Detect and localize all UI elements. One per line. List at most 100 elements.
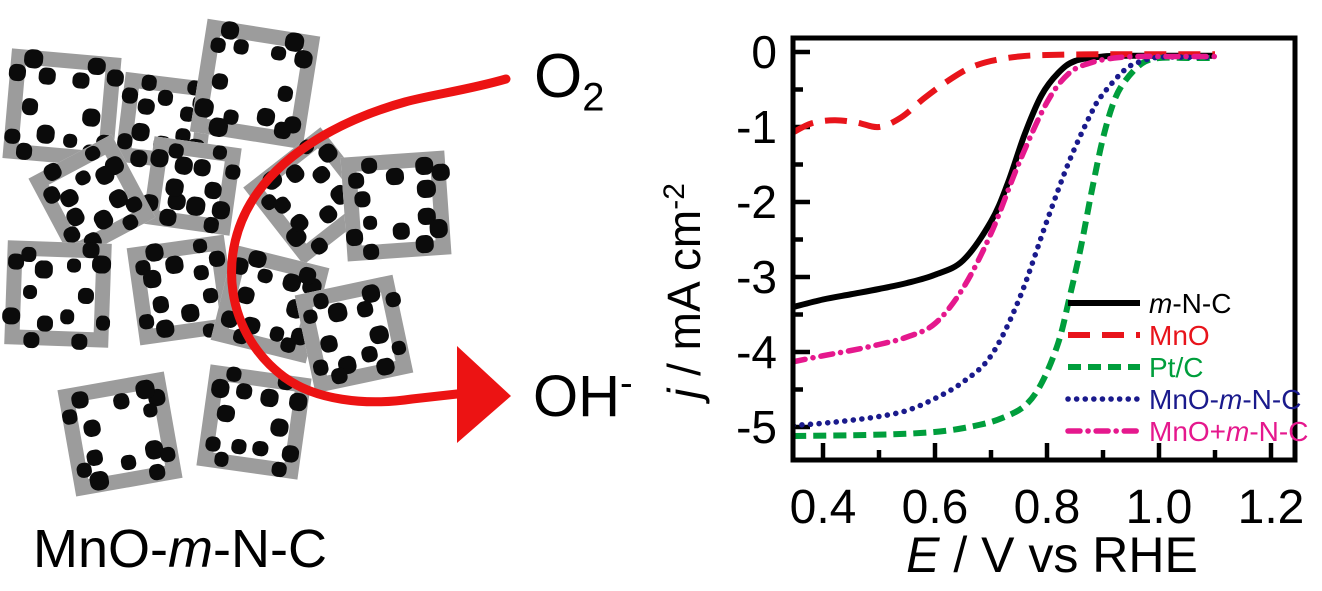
mno-particle-icon xyxy=(192,157,212,178)
mno-particle-icon xyxy=(184,195,207,218)
mno-particle-icon xyxy=(23,48,44,69)
mno-particle-icon xyxy=(207,249,226,268)
mno-particle-icon xyxy=(224,163,241,181)
y-tick-label: -1 xyxy=(736,101,777,153)
mno-particle-icon xyxy=(154,318,176,340)
mno-particle-icon xyxy=(210,199,232,221)
x-tick-label: 0.4 xyxy=(790,481,857,534)
mno-particle-icon xyxy=(360,156,378,175)
o2-subscript: 2 xyxy=(582,75,605,120)
mno-particle-icon xyxy=(247,248,269,270)
mno-particle-icon xyxy=(362,215,378,231)
mno-particle-icon xyxy=(142,269,163,289)
mno-particle-icon xyxy=(202,216,220,234)
catalyst-name-label: MnO-m-N-C xyxy=(33,522,327,576)
mno-particle-icon xyxy=(203,181,223,201)
caption-italic-m: m xyxy=(168,519,213,579)
hollow-cube xyxy=(196,364,312,480)
mno-particle-icon xyxy=(414,156,434,176)
y-tick-label: -3 xyxy=(736,251,777,303)
mno-particle-icon xyxy=(179,303,201,324)
mno-particle-icon xyxy=(210,72,229,91)
series-m-N-C xyxy=(792,52,1215,310)
legend-label-MnO: MnO xyxy=(1149,320,1210,351)
mno-particle-icon xyxy=(35,124,56,145)
hollow-cube xyxy=(57,371,183,497)
mno-particle-icon xyxy=(318,334,339,355)
mno-particle-icon xyxy=(112,392,131,411)
y-axis-label: j / mA cm-2 xyxy=(660,183,710,405)
mno-particle-icon xyxy=(235,382,254,401)
mno-particle-icon xyxy=(362,242,380,261)
x-tick-label: 1.0 xyxy=(1126,481,1193,534)
legend-label-MnO-m-N-C: MnO-m-N-C xyxy=(1149,384,1301,415)
mno-particle-icon xyxy=(392,221,411,240)
mno-particle-icon xyxy=(209,377,232,400)
mno-particle-icon xyxy=(81,107,102,128)
mno-particle-icon xyxy=(137,97,157,117)
x-tick-label: 1.2 xyxy=(1238,481,1305,534)
mno-particle-icon xyxy=(193,97,216,119)
mno-particle-icon xyxy=(144,242,165,263)
mno-particle-icon xyxy=(120,453,137,471)
mno-particle-icon xyxy=(276,373,295,392)
mno-particle-icon xyxy=(82,241,100,259)
x-tick-label: 0.6 xyxy=(902,481,969,534)
mno-particle-icon xyxy=(414,234,434,254)
mno-particle-icon xyxy=(193,263,211,281)
mno-particle-icon xyxy=(63,204,88,229)
mno-particle-icon xyxy=(347,171,365,189)
mno-particle-icon xyxy=(280,444,300,464)
mno-particle-icon xyxy=(256,267,275,285)
mno-particle-icon xyxy=(21,97,40,116)
y-tick-label: 0 xyxy=(751,26,777,78)
mno-particle-icon xyxy=(315,140,341,166)
mno-particle-icon xyxy=(216,403,236,424)
x-axis-label: E / V vs RHE xyxy=(906,527,1198,583)
mno-particle-icon xyxy=(219,308,241,330)
oh-base: OH xyxy=(533,364,620,429)
mno-particle-icon xyxy=(62,133,79,149)
mno-particle-icon xyxy=(129,149,149,169)
mno-particle-icon xyxy=(120,86,139,105)
mno-particle-icon xyxy=(34,260,53,279)
mno-particle-icon xyxy=(276,85,295,103)
o2-base: O xyxy=(534,42,583,111)
mno-particle-icon xyxy=(230,438,248,455)
mno-particle-icon xyxy=(259,166,286,194)
mno-particle-icon xyxy=(72,71,90,90)
mno-particle-icon xyxy=(201,286,219,304)
legend-label-MnO+m-N-C: MnO+m-N-C xyxy=(1149,416,1308,447)
mno-particle-icon xyxy=(120,211,141,233)
mno-particle-icon xyxy=(255,106,277,128)
mno-particle-icon xyxy=(41,160,64,184)
mno-particle-icon xyxy=(270,45,287,62)
hollow-cube xyxy=(189,18,321,150)
mno-particle-icon xyxy=(326,301,349,324)
mno-particle-icon xyxy=(88,470,110,492)
mno-particle-icon xyxy=(211,144,229,161)
series-MnO+m-N-C xyxy=(790,53,1218,365)
mno-particle-icon xyxy=(149,147,170,169)
hollow-cube xyxy=(140,136,242,236)
mno-particle-icon xyxy=(235,285,257,306)
mno-particle-icon xyxy=(59,309,75,325)
mno-particle-icon xyxy=(288,391,309,413)
mno-particle-icon xyxy=(22,284,38,300)
mno-particle-icon xyxy=(391,339,408,357)
y-tick-label: -4 xyxy=(736,326,777,378)
mno-particle-icon xyxy=(191,238,208,255)
mno-particle-icon xyxy=(345,228,364,247)
mno-particle-icon xyxy=(213,451,230,468)
mno-particle-icon xyxy=(14,142,33,161)
mno-particle-icon xyxy=(310,163,333,187)
mno-particle-icon xyxy=(164,254,185,275)
mno-particle-icon xyxy=(147,462,167,482)
caption-pre: MnO- xyxy=(33,519,168,579)
mno-particle-icon xyxy=(78,287,95,304)
oh-label: OH- xyxy=(533,365,633,426)
mno-particle-icon xyxy=(141,402,159,419)
mno-particle-icon xyxy=(23,331,40,349)
mno-particle-icon xyxy=(311,358,331,377)
